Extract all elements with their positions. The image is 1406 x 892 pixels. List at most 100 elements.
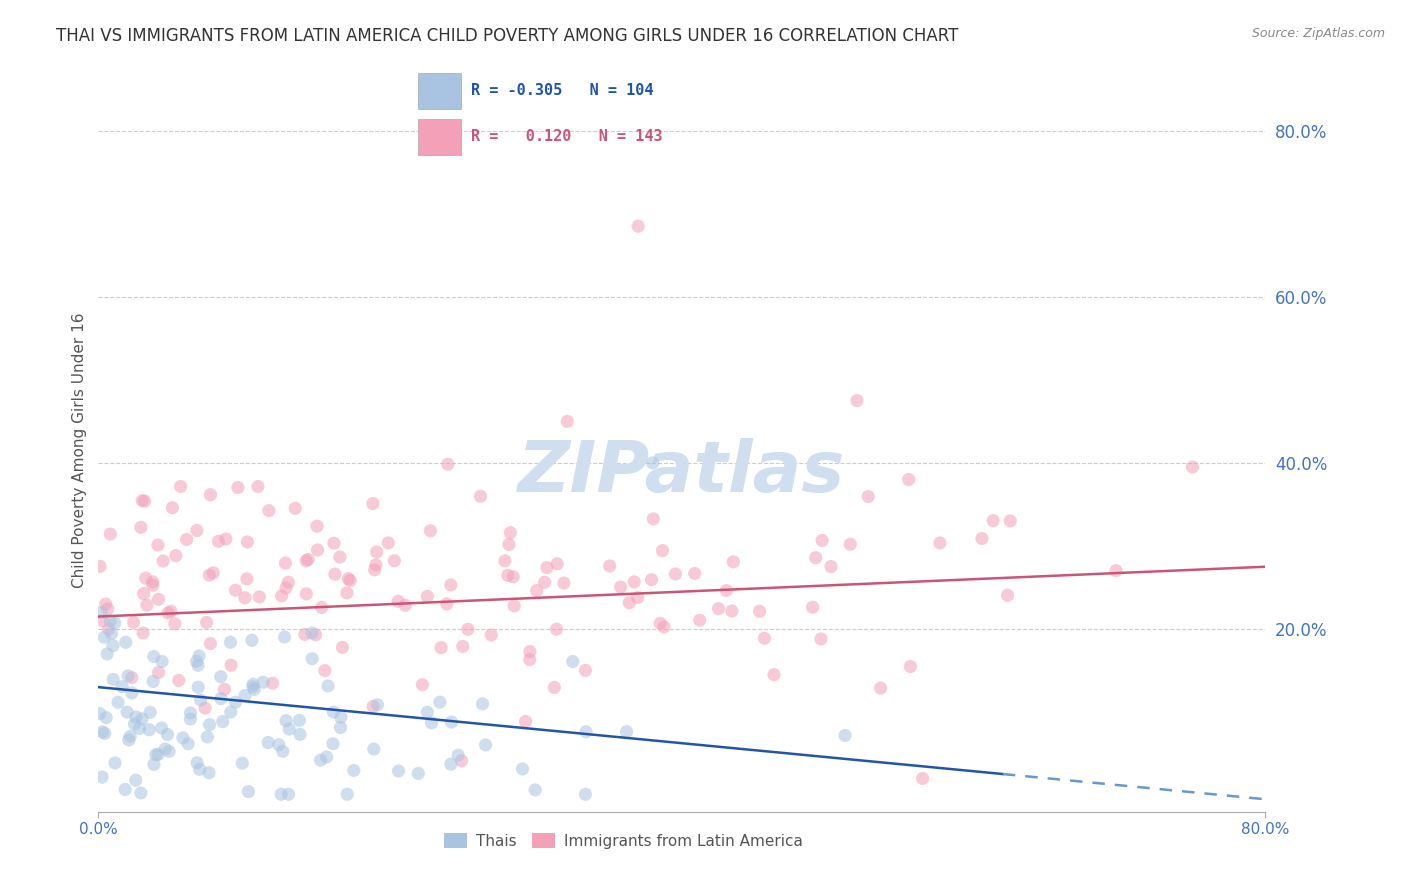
Point (135, 571, 157, 585)
Text: R = -0.305   N = 104: R = -0.305 N = 104 (471, 83, 654, 98)
Point (651, 543, 673, 558)
Point (242, 680, 264, 694)
Point (242, 677, 264, 691)
Point (122, 615, 145, 630)
Point (555, 414, 578, 428)
Point (834, 729, 856, 743)
Point (1105, 564, 1128, 578)
Point (238, 784, 260, 798)
Point (640, 573, 662, 587)
Point (450, 754, 472, 768)
Point (524, 783, 547, 797)
Point (288, 727, 311, 741)
Point (846, 393, 869, 408)
Point (270, 589, 292, 603)
Point (763, 667, 786, 681)
Point (186, 524, 208, 538)
Point (364, 558, 387, 572)
Point (546, 557, 568, 571)
Point (236, 535, 259, 549)
Point (307, 543, 329, 558)
Point (811, 533, 834, 548)
Text: Source: ZipAtlas.com: Source: ZipAtlas.com (1251, 27, 1385, 40)
Point (120, 729, 142, 743)
Point (225, 695, 247, 709)
Point (157, 606, 180, 620)
Point (623, 574, 645, 589)
Point (440, 578, 463, 592)
Point (278, 722, 301, 736)
Point (363, 742, 385, 756)
Point (194, 701, 217, 715)
Point (650, 616, 672, 631)
Point (100, 626, 122, 640)
Point (479, 628, 502, 642)
Point (115, 705, 138, 719)
Point (267, 738, 290, 752)
Point (101, 639, 124, 653)
Point (257, 503, 280, 517)
Point (754, 632, 776, 646)
Point (118, 732, 141, 747)
Point (323, 567, 346, 582)
Point (200, 636, 222, 650)
Point (200, 488, 222, 502)
Point (641, 456, 664, 470)
Point (145, 747, 167, 762)
Point (408, 766, 430, 780)
Point (301, 651, 323, 665)
Point (157, 744, 180, 758)
Point (970, 532, 993, 546)
Point (121, 686, 143, 700)
Point (101, 673, 124, 687)
Point (226, 481, 249, 495)
Point (90, 606, 112, 620)
Point (219, 635, 242, 649)
Point (202, 566, 225, 580)
Point (643, 512, 665, 526)
Point (207, 534, 229, 549)
Point (198, 568, 221, 582)
Point (128, 722, 150, 736)
Point (869, 681, 891, 695)
Point (494, 554, 516, 568)
Point (148, 665, 170, 680)
Point (471, 697, 494, 711)
Point (142, 674, 165, 689)
Point (177, 737, 200, 751)
Point (107, 695, 129, 709)
Point (575, 724, 598, 739)
Text: R =   0.120   N = 143: R = 0.120 N = 143 (471, 129, 662, 145)
Point (165, 549, 187, 563)
Point (98, 527, 121, 541)
Point (361, 497, 384, 511)
Point (117, 669, 139, 683)
Point (252, 675, 274, 690)
Point (233, 689, 256, 703)
Point (89, 559, 111, 574)
Point (233, 591, 256, 605)
Point (231, 756, 253, 771)
Point (93, 630, 115, 644)
Point (437, 457, 460, 471)
Point (997, 588, 1019, 602)
Point (616, 724, 638, 739)
FancyBboxPatch shape (418, 119, 461, 155)
Point (96, 711, 118, 725)
Point (1181, 460, 1204, 475)
Point (664, 566, 686, 581)
Point (271, 744, 294, 758)
Point (195, 615, 218, 630)
Point (114, 782, 136, 797)
Point (104, 756, 127, 770)
Point (98, 614, 121, 628)
Point (457, 622, 479, 636)
Point (519, 644, 541, 658)
Point (214, 682, 236, 697)
Point (451, 640, 474, 654)
Point (273, 630, 295, 644)
Point (322, 536, 344, 550)
Point (367, 698, 389, 712)
Point (131, 493, 153, 508)
Point (150, 654, 173, 668)
